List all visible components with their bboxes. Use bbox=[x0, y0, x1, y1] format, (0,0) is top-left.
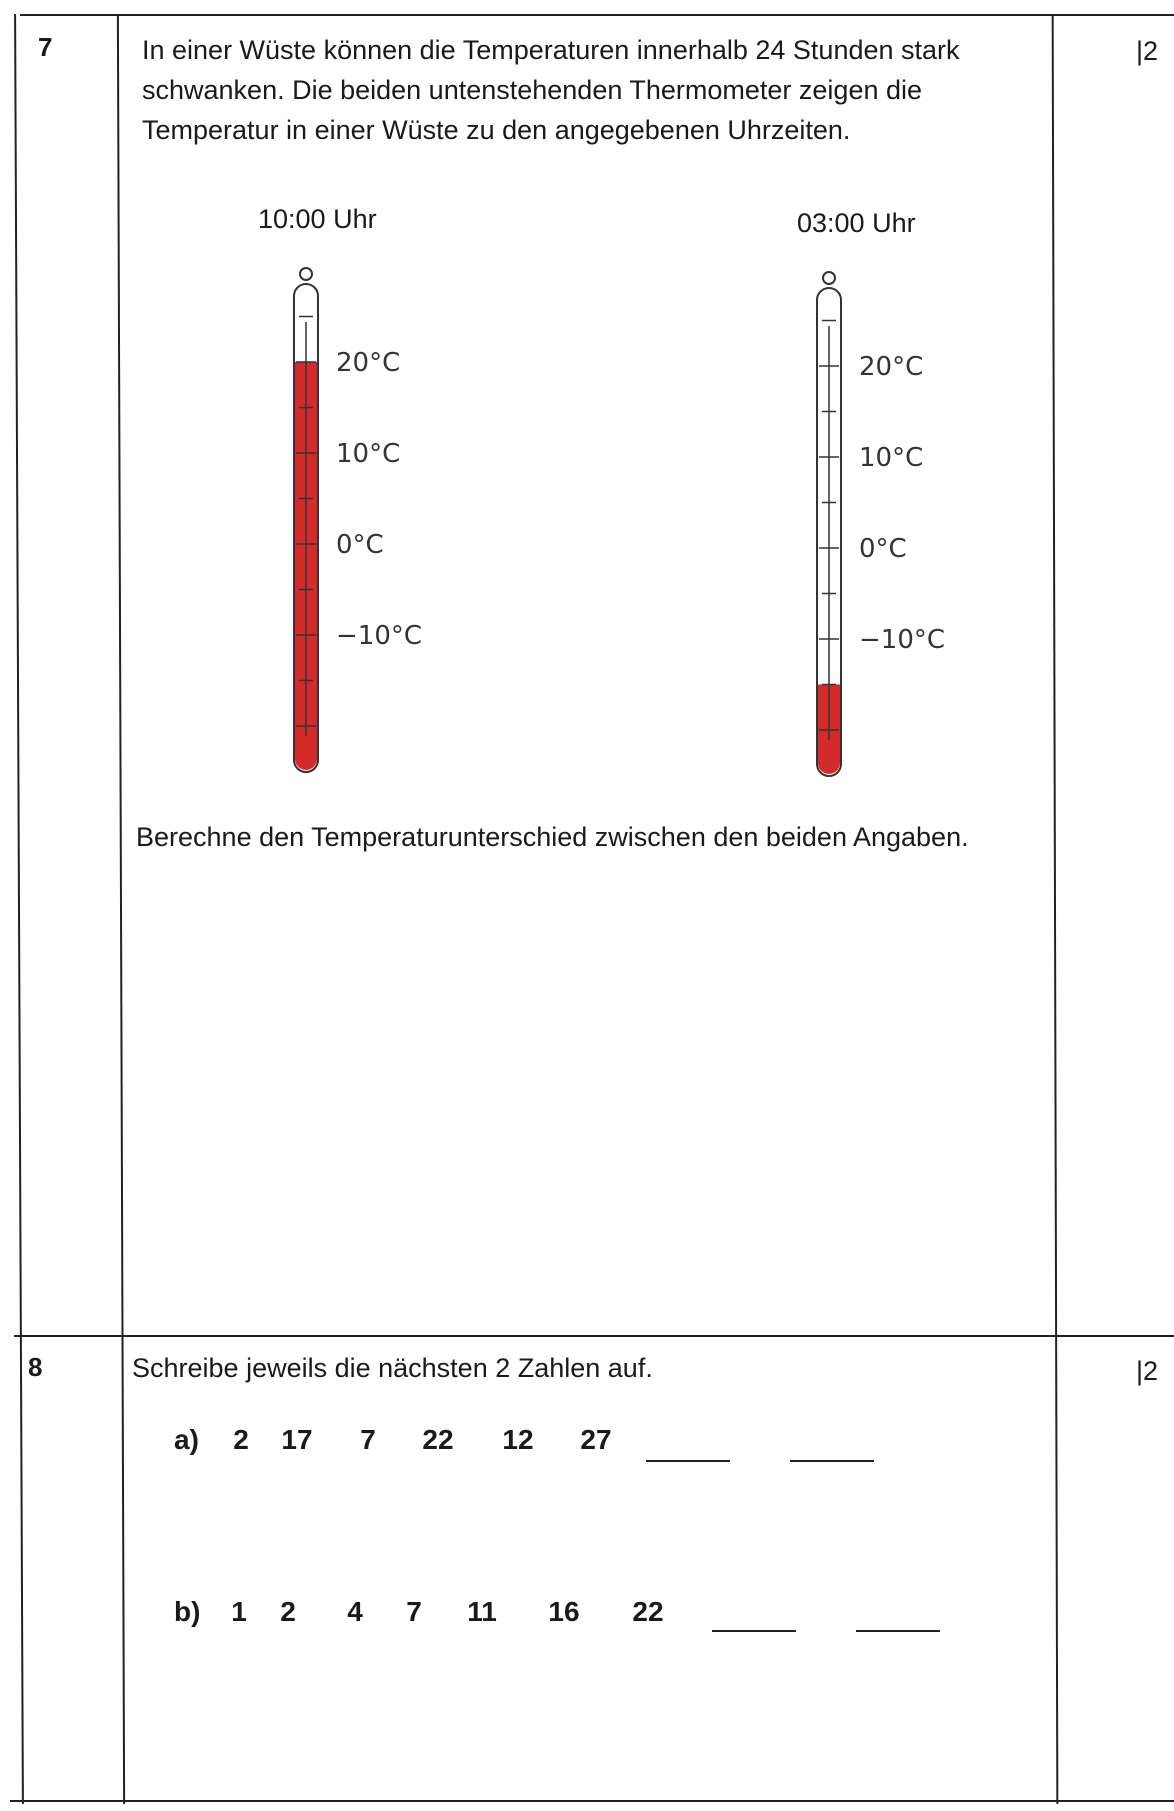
sequence-value: 27 bbox=[580, 1424, 612, 1455]
sequence-value: 11 bbox=[467, 1596, 497, 1627]
sequence-value: 2 bbox=[280, 1596, 296, 1627]
thermometer-time-label: 10:00 Uhr bbox=[258, 204, 377, 234]
left-border bbox=[14, 14, 24, 1804]
table-top-border bbox=[20, 14, 1174, 16]
sequence-value: 22 bbox=[422, 1424, 454, 1455]
thermometer-10-uhr: 20°C 10°C 0°C −10°C bbox=[293, 267, 422, 773]
points-column-divider bbox=[1051, 14, 1059, 1804]
number-column-divider bbox=[116, 14, 126, 1804]
sequence-value: 7 bbox=[406, 1596, 422, 1627]
thermometer-graphic: 20°C 10°C 0°C −10°C bbox=[816, 271, 945, 777]
scale-label: 0°C bbox=[859, 534, 907, 564]
scale-label: 10°C bbox=[336, 439, 400, 469]
scale-label: 0°C bbox=[336, 530, 384, 560]
sequence-value: 16 bbox=[548, 1596, 580, 1627]
task-intro-text: In einer Wüste können die Temperaturen i… bbox=[142, 35, 960, 145]
sequence-value: 1 bbox=[231, 1596, 247, 1627]
sequence-value: 12 bbox=[502, 1424, 534, 1455]
task-number: 8 bbox=[28, 1352, 43, 1382]
scale-label: −10°C bbox=[336, 621, 422, 651]
table-bottom-border bbox=[10, 1800, 1174, 1802]
sequence-value: 4 bbox=[347, 1596, 363, 1627]
task-question-text: Berechne den Temperaturunterschied zwisc… bbox=[136, 822, 969, 852]
answer-blank[interactable] bbox=[712, 1630, 796, 1632]
answer-blank[interactable] bbox=[790, 1460, 874, 1462]
scale-label: 10°C bbox=[859, 443, 923, 473]
sequence-label: a) bbox=[174, 1424, 199, 1455]
sequence-b: b) 1 2 4 7 11 16 22 bbox=[174, 1596, 690, 1628]
sequence-label: b) bbox=[174, 1596, 201, 1627]
answer-blank[interactable] bbox=[856, 1630, 940, 1632]
task-points: |2 bbox=[1136, 1356, 1159, 1386]
sequence-a: a) 2 17 7 22 12 27 bbox=[174, 1424, 634, 1456]
task-points: |2 bbox=[1136, 36, 1159, 66]
thermometer-time-label: 03:00 Uhr bbox=[797, 208, 916, 238]
task-instruction-text: Schreibe jeweils die nächsten 2 Zahlen a… bbox=[132, 1353, 653, 1383]
row-divider bbox=[14, 1335, 1174, 1337]
sequence-value: 17 bbox=[281, 1424, 313, 1455]
thermometer-knob bbox=[299, 267, 313, 281]
scale-label: −10°C bbox=[859, 625, 945, 655]
sequence-value: 2 bbox=[233, 1424, 249, 1455]
scale-label: 20°C bbox=[336, 348, 400, 378]
sequence-value: 7 bbox=[360, 1424, 376, 1455]
task-number: 7 bbox=[38, 32, 53, 62]
answer-blank[interactable] bbox=[646, 1460, 730, 1462]
thermometer-graphic: 20°C 10°C 0°C −10°C bbox=[293, 267, 422, 773]
scale-label: 20°C bbox=[859, 352, 923, 382]
sequence-value: 22 bbox=[632, 1596, 664, 1627]
thermometer-knob bbox=[822, 271, 836, 285]
thermometer-03-uhr: 20°C 10°C 0°C −10°C bbox=[816, 271, 945, 777]
